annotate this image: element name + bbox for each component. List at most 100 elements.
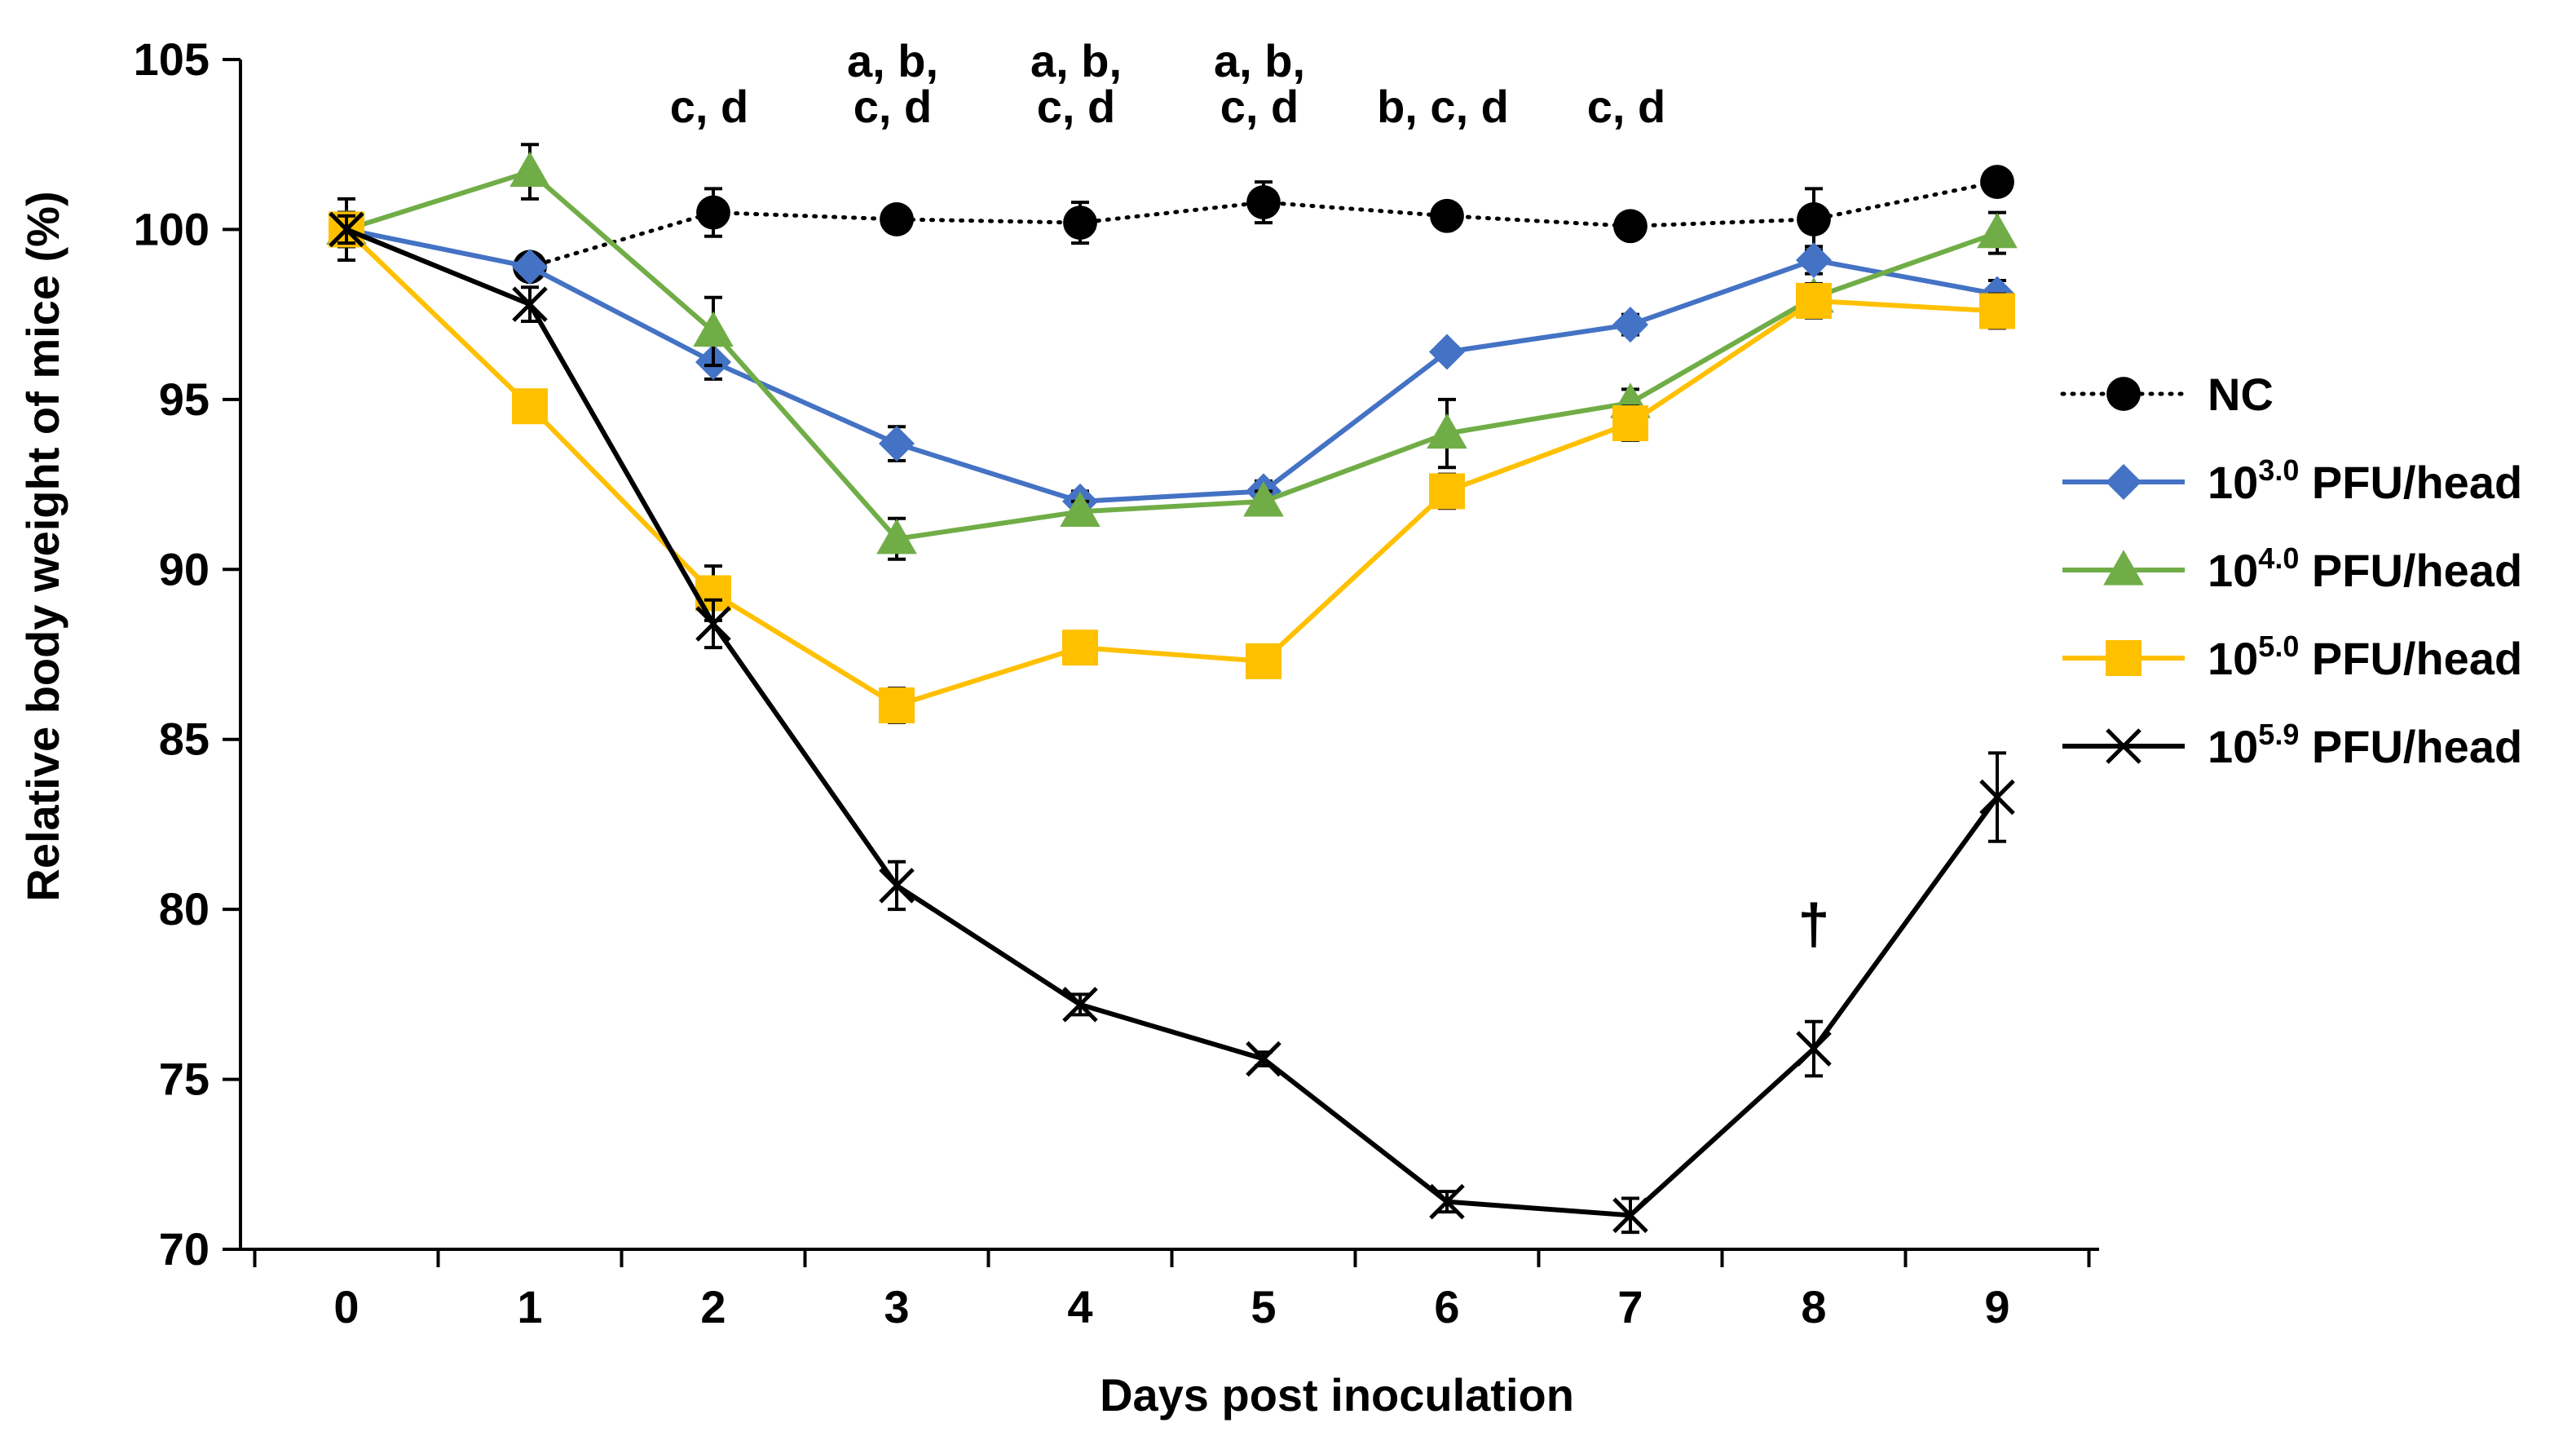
data-point-triangle: [693, 311, 734, 347]
data-point-diamond: [512, 249, 548, 285]
data-point-square: [1979, 293, 2015, 329]
legend-item-3: 105.0 PFU/head: [2062, 630, 2522, 684]
data-point-circle: [1430, 198, 1464, 233]
data-point-x: [2106, 728, 2142, 764]
data-point-square: [1612, 405, 1648, 442]
significance-annotation: c, d: [1220, 81, 1299, 132]
legend-item-1: 103.0 PFU/head: [2062, 453, 2522, 508]
significance-annotation: a, b,: [1030, 35, 1122, 86]
legend-label: 105.0 PFU/head: [2208, 630, 2522, 684]
axes-layer: 70 75 80 85 90 95 100 105 0 1 2 3 4 5 6 7 8 9: [134, 33, 2099, 1332]
legend-label: 103.0 PFU/head: [2208, 453, 2522, 508]
data-point-circle: [1797, 202, 1831, 236]
y-tick-label: 95: [159, 373, 210, 425]
data-point-x: [512, 286, 548, 322]
x-tick-label: 5: [1251, 1281, 1276, 1332]
data-point-x-stroke: [1062, 987, 1098, 1023]
legend-item-4: 105.9 PFU/head: [2062, 718, 2522, 772]
data-point-x-stroke: [879, 868, 915, 904]
x-tick-label: 3: [884, 1281, 909, 1332]
legend-label-unit: PFU/head: [2299, 457, 2522, 508]
data-point-x: [1796, 1031, 1832, 1067]
data-point-diamond: [1796, 241, 1832, 278]
legend-label: 104.0 PFU/head: [2208, 541, 2522, 596]
data-point-triangle: [1243, 481, 1284, 517]
significance-annotation: b, c, d: [1377, 81, 1509, 132]
x-tick-label: 7: [1617, 1281, 1643, 1332]
legend-label-base: NC: [2208, 369, 2274, 420]
data-point-x: [1429, 1183, 1465, 1220]
series-line: [344, 179, 2000, 269]
x-tick-label: 4: [1067, 1281, 1092, 1332]
data-point-x-stroke: [1979, 779, 2015, 815]
significance-annotation: c, d: [1587, 81, 1665, 132]
legend-label-exponent: 3.0: [2258, 453, 2299, 487]
x-tick-label: 2: [700, 1281, 726, 1332]
data-point-square: [1429, 473, 1465, 510]
data-point-x-stroke: [1612, 1197, 1648, 1234]
data-point-circle: [2106, 377, 2141, 411]
data-point-circle: [1063, 205, 1097, 240]
y-tick-label: 85: [159, 714, 210, 765]
series-4: [329, 211, 2015, 1235]
data-point-diamond: [2106, 464, 2142, 500]
y-axis-label: Relative body weight of mice (%): [17, 191, 68, 901]
data-point-square: [1246, 643, 1281, 679]
data-point-x-stroke: [695, 606, 731, 642]
y-tick-label: 70: [159, 1223, 210, 1275]
y-tick-label: 90: [159, 543, 210, 594]
data-point-x: [879, 868, 915, 904]
legend-label-base: 10: [2208, 633, 2258, 684]
y-tick-label: 75: [159, 1054, 210, 1105]
y-tick-label: 80: [159, 883, 210, 935]
data-point-x-stroke: [1429, 1183, 1465, 1220]
data-point-circle: [696, 195, 730, 230]
data-point-x-stroke: [1246, 1041, 1281, 1077]
data-point-triangle: [509, 151, 550, 188]
data-point-triangle: [1427, 413, 1467, 449]
data-point-triangle: [2103, 550, 2144, 586]
significance-annotation: c, d: [854, 81, 932, 132]
data-point-x-stroke: [2106, 728, 2142, 764]
legend-label: NC: [2208, 369, 2274, 420]
data-point-circle: [1980, 165, 2014, 199]
series-layer: [326, 143, 2018, 1235]
series-line: [344, 228, 1998, 709]
data-point-x-stroke: [329, 211, 364, 248]
legend-label-exponent: 4.0: [2258, 541, 2299, 575]
data-point-x-stroke: [1796, 1031, 1832, 1067]
x-tick-label: 1: [517, 1281, 542, 1332]
data-point-square: [2106, 640, 2142, 676]
x-axis-label: Days post inoculation: [1100, 1369, 1574, 1421]
legend-label-base: 10: [2208, 545, 2258, 596]
series-line: [346, 169, 1998, 541]
y-tick-label: 100: [134, 203, 210, 254]
data-point-x-stroke: [512, 286, 548, 322]
data-point-circle: [1613, 209, 1647, 244]
data-point-square: [1062, 630, 1098, 666]
annotation-layer: c, da, b,c, da, b,c, da, b,c, d b, c, d c,…: [670, 35, 1830, 956]
y-tick-label: 105: [134, 33, 210, 85]
data-point-circle: [1246, 185, 1281, 219]
data-point-x: [1246, 1041, 1281, 1077]
data-point-x: [329, 211, 364, 248]
data-point-square: [512, 388, 548, 425]
data-point-x: [1979, 779, 2015, 815]
data-point-x: [695, 606, 731, 642]
data-point-diamond: [1612, 307, 1648, 343]
x-tick-label: 9: [1984, 1281, 2009, 1332]
legend-label: 105.9 PFU/head: [2208, 718, 2522, 772]
legend-item-2: 104.0 PFU/head: [2062, 541, 2522, 596]
series-line: [345, 227, 2000, 1218]
data-point-circle: [880, 202, 914, 236]
significance-annotation: c, d: [1037, 81, 1115, 132]
significance-annotation: a, b,: [847, 35, 938, 86]
legend-label-unit: PFU/head: [2299, 545, 2522, 596]
legend-label-base: 10: [2208, 721, 2258, 772]
data-point-square: [879, 687, 915, 724]
data-point-triangle: [1977, 212, 2018, 249]
significance-annotation: c, d: [670, 81, 748, 132]
